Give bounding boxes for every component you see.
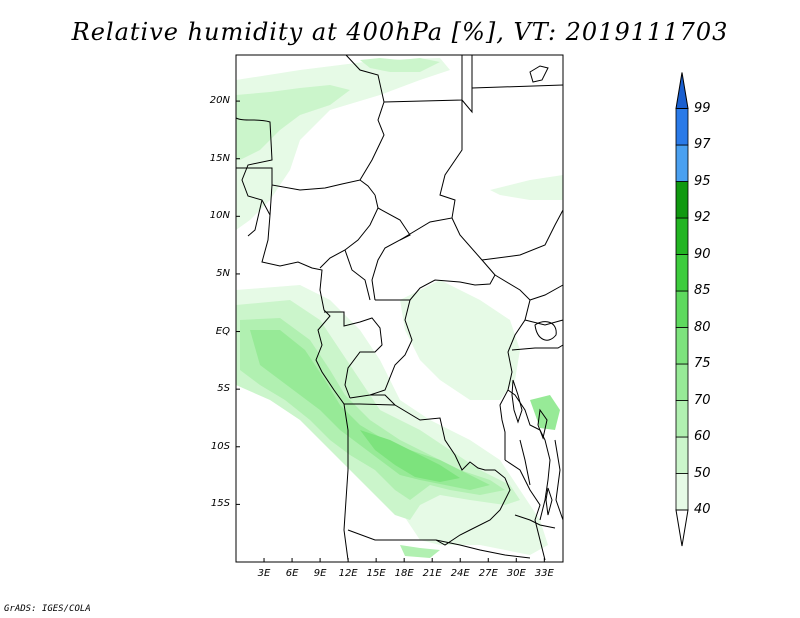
- lon-tick-label: 15E: [366, 568, 386, 579]
- colorbar-level-label: 60: [694, 429, 711, 444]
- humidity-contour-1: [236, 58, 450, 230]
- lat-tick-label: EQ: [215, 325, 230, 337]
- colorbar-level-label: 90: [694, 246, 711, 262]
- lon-tick-label: 27E: [478, 568, 498, 579]
- grads-credit: GrADS: IGES/COLA: [4, 604, 91, 614]
- map-title: Relative humidity at 400hPa [%], VT: 201…: [71, 18, 729, 46]
- country-borders: [235, 54, 564, 561]
- lat-tick-label: 15N: [209, 152, 230, 164]
- colorbar-segment: [675, 254, 689, 292]
- lat-tick-label: 10S: [210, 440, 230, 452]
- colorbar-segment: [675, 473, 689, 511]
- humidity-contour-3: [490, 175, 563, 200]
- lat-tick-label: 10N: [209, 210, 230, 222]
- colorbar-bottom-arrow: [675, 509, 689, 547]
- colorbar-level-label: 50: [694, 465, 711, 481]
- humidity-contour-11: [360, 58, 440, 72]
- lon-tick-label: 18E: [394, 568, 414, 579]
- colorbar-level-label: 40: [694, 502, 711, 517]
- colorbar-segment: [675, 290, 689, 328]
- map-frame: [235, 54, 564, 563]
- humidity-contour-9: [530, 395, 560, 430]
- colorbar-level-label: 85: [694, 283, 711, 298]
- humidity-contour-2: [400, 280, 520, 400]
- lon-tick-label: 24E: [450, 568, 470, 579]
- lon-tick-label: 33E: [534, 568, 554, 579]
- colorbar-top-arrow: [675, 72, 689, 109]
- lat-tick-label: 5S: [217, 383, 230, 395]
- colorbar-segment: [675, 436, 689, 474]
- colorbar-segment: [675, 327, 689, 365]
- colorbar-level-label: 99: [694, 100, 711, 116]
- colorbar: [675, 72, 689, 547]
- lat-tick-label: 20N: [209, 95, 230, 107]
- colorbar-segment: [675, 363, 689, 401]
- colorbar-level-label: 80: [694, 319, 711, 335]
- humidity-contour-8: [360, 430, 460, 482]
- lat-tick-label: 5N: [216, 267, 230, 279]
- colorbar-level-label: 75: [694, 356, 711, 371]
- lon-tick-label: 30E: [506, 568, 526, 579]
- colorbar-segment: [675, 181, 689, 219]
- lon-tick-label: 6E: [285, 568, 299, 579]
- lon-tick-label: 9E: [313, 568, 327, 579]
- colorbar-level-label: 92: [694, 210, 711, 225]
- humidity-contour-7: [250, 330, 490, 490]
- humidity-field-layer: [236, 58, 563, 558]
- colorbar-segment: [675, 400, 689, 438]
- colorbar-segment: [675, 217, 689, 255]
- colorbar-segment: [675, 108, 689, 146]
- lon-tick-label: 21E: [422, 568, 442, 579]
- axis-ticks: [236, 100, 545, 562]
- colorbar-level-label: 95: [694, 173, 711, 189]
- lon-tick-label: 3E: [257, 568, 271, 579]
- colorbar-level-label: 97: [694, 137, 711, 152]
- colorbar-level-label: 70: [694, 392, 711, 408]
- colorbar-segment: [675, 144, 689, 182]
- lat-tick-label: 15S: [210, 498, 230, 510]
- humidity-contour-5: [236, 85, 350, 160]
- humidity-contour-10: [400, 545, 440, 558]
- lon-tick-label: 12E: [338, 568, 358, 579]
